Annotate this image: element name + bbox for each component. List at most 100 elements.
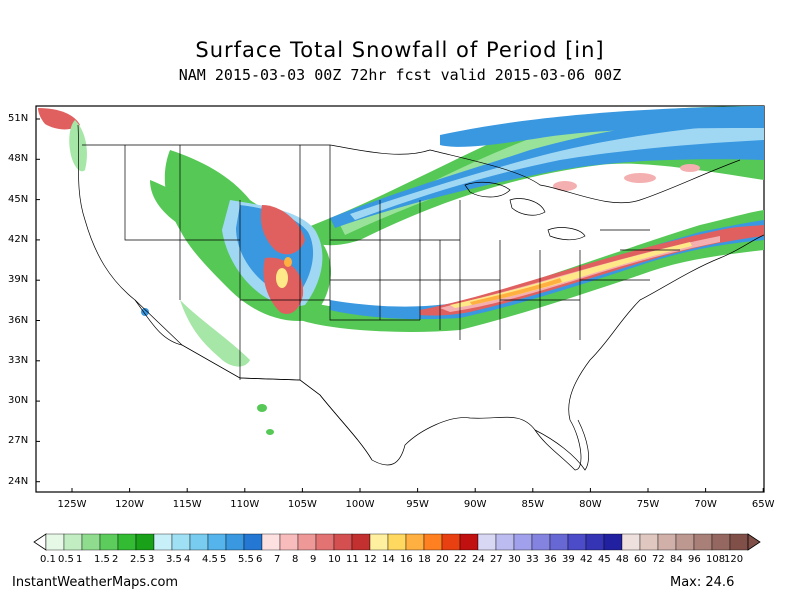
colorbar-swatch bbox=[657, 533, 677, 551]
snow-rockies-yellow bbox=[276, 268, 288, 288]
colorbar-label: 1 bbox=[76, 554, 83, 565]
snow-northwest bbox=[38, 108, 80, 130]
colorbar-swatch bbox=[99, 533, 119, 551]
snow-spot-quebec-2 bbox=[680, 164, 700, 172]
colorbar bbox=[33, 533, 761, 551]
colorbar-label: 36 bbox=[544, 554, 557, 565]
colorbar-swatch bbox=[621, 533, 641, 551]
state-lines-1 bbox=[124, 145, 581, 380]
colorbar-swatch bbox=[333, 533, 353, 551]
snow-band-south-yellow bbox=[450, 242, 692, 308]
colorbar-swatch bbox=[603, 533, 623, 551]
lon-label: 100W bbox=[345, 499, 375, 510]
colorbar-swatch bbox=[261, 533, 281, 551]
snow-band-north-upper bbox=[440, 106, 764, 147]
colorbar-swatch bbox=[531, 533, 551, 551]
lon-label: 80W bbox=[579, 499, 602, 510]
colorbar-swatch bbox=[459, 533, 479, 551]
colorbar-label: 22 bbox=[454, 554, 467, 565]
snow-cascades bbox=[69, 120, 87, 172]
colorbar-label: 4.5 bbox=[202, 554, 218, 565]
snow-rockies-red-north bbox=[260, 205, 305, 255]
colorbar-swatch bbox=[135, 533, 155, 551]
snow-spot-maine bbox=[718, 144, 742, 156]
colorbar-swatch bbox=[117, 533, 137, 551]
lat-label: 33N bbox=[8, 354, 29, 366]
florida bbox=[534, 419, 589, 471]
colorbar-label: 18 bbox=[418, 554, 431, 565]
snow-texas-spot-2 bbox=[266, 429, 274, 435]
lon-label: 115W bbox=[172, 499, 202, 510]
snow-band-south-orange bbox=[470, 278, 562, 305]
snow-spot-ontario bbox=[553, 181, 577, 191]
colorbar-label: 16 bbox=[400, 554, 413, 565]
lon-label: 95W bbox=[406, 499, 429, 510]
snow-rockies-orange bbox=[284, 257, 292, 267]
colorbar-swatch bbox=[585, 533, 605, 551]
colorbar-arrow-left bbox=[33, 533, 47, 551]
colorbar-label: 108 bbox=[706, 554, 726, 565]
colorbar-swatch bbox=[639, 533, 659, 551]
lon-label: 110W bbox=[230, 499, 260, 510]
chart-title: Surface Total Snowfall of Period [in] bbox=[195, 38, 605, 62]
colorbar-label: 33 bbox=[526, 554, 539, 565]
colorbar-label: 60 bbox=[634, 554, 647, 565]
colorbar-label: 14 bbox=[382, 554, 395, 565]
canada-border bbox=[82, 144, 741, 204]
colorbar-label: 120 bbox=[724, 554, 744, 565]
snow-spot-quebec-1 bbox=[624, 173, 656, 183]
colorbar-swatch bbox=[495, 533, 515, 551]
colorbar-label: 8 bbox=[292, 554, 299, 565]
colorbar-label: 30 bbox=[508, 554, 521, 565]
colorbar-swatch bbox=[693, 533, 713, 551]
colorbar-swatch bbox=[279, 533, 299, 551]
colorbar-swatch bbox=[153, 533, 173, 551]
colorbar-label: 24 bbox=[472, 554, 485, 565]
lon-label: 90W bbox=[463, 499, 487, 510]
colorbar-label: 45 bbox=[598, 554, 611, 565]
lon-label: 70W bbox=[694, 499, 717, 510]
lat-label: 27N bbox=[8, 435, 29, 447]
colorbar-swatch bbox=[171, 533, 191, 551]
colorbar-swatch bbox=[513, 533, 533, 551]
colorbar-swatch bbox=[351, 533, 371, 551]
colorbar-swatch bbox=[63, 533, 83, 551]
colorbar-label: 48 bbox=[616, 554, 629, 565]
great-lakes bbox=[464, 181, 586, 241]
colorbar-label: 3.5 bbox=[166, 554, 182, 565]
colorbar-swatch bbox=[729, 533, 749, 551]
colorbar-label: 12 bbox=[364, 554, 377, 565]
colorbar-swatch bbox=[423, 533, 443, 551]
lon-label: 65W bbox=[751, 499, 775, 510]
colorbar-label: 2.5 bbox=[130, 554, 146, 565]
colorbar-label: 11 bbox=[346, 554, 359, 565]
colorbar-swatch bbox=[405, 533, 425, 551]
colorbar-label: 5 bbox=[220, 554, 227, 565]
lat-label: 51N bbox=[8, 113, 29, 124]
state-lines-2 bbox=[180, 229, 680, 301]
colorbar-swatch bbox=[549, 533, 569, 551]
snow-montana bbox=[150, 180, 215, 233]
colorbar-label: 27 bbox=[490, 554, 503, 565]
colorbar-label: 1.5 bbox=[94, 554, 110, 565]
colorbar-label: 3 bbox=[148, 554, 155, 565]
colorbar-swatch bbox=[225, 533, 245, 551]
colorbar-swatch bbox=[243, 533, 263, 551]
snow-texas-spot-1 bbox=[257, 404, 267, 412]
state-boundaries bbox=[77, 124, 764, 471]
snow-nm-az bbox=[180, 300, 250, 367]
colorbar-swatch bbox=[675, 533, 695, 551]
colorbar-swatch bbox=[297, 533, 317, 551]
colorbar-label: 39 bbox=[562, 554, 575, 565]
max-value: Max: 24.6 bbox=[670, 575, 735, 590]
lon-label: 75W bbox=[636, 499, 660, 510]
snow-band-north-lightblue bbox=[350, 122, 764, 220]
lon-label: 120W bbox=[115, 499, 145, 510]
colorbar-swatch bbox=[207, 533, 227, 551]
colorbar-swatch bbox=[477, 533, 497, 551]
lat-label: 30N bbox=[8, 395, 29, 407]
colorbar-swatch bbox=[315, 533, 335, 551]
colorbar-swatch bbox=[441, 533, 461, 551]
colorbar-label: 72 bbox=[652, 554, 665, 565]
